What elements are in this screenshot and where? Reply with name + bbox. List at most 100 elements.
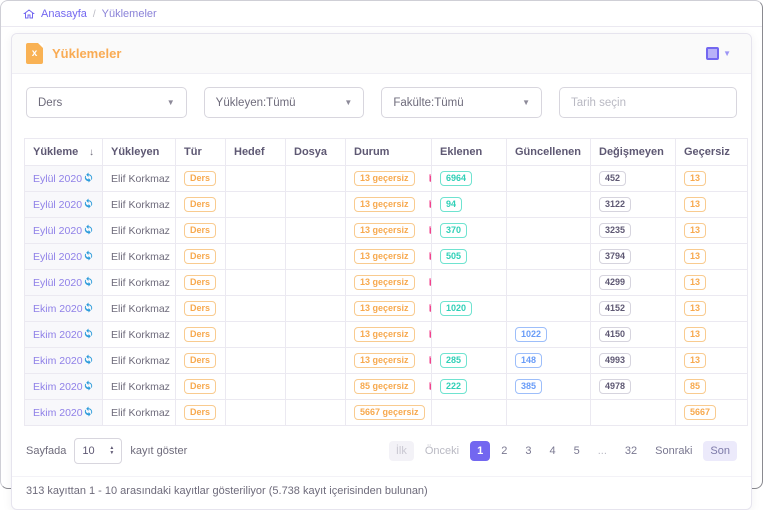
table-row: Eylül 2020 Elif Korkmaz Ders 13 geçersiz 94 3… <box>24 191 748 218</box>
col-header-dosya[interactable]: Dosya <box>285 138 346 166</box>
col-header-hedef[interactable]: Hedef <box>225 138 286 166</box>
pagination-next-button[interactable]: Sonraki <box>648 441 699 461</box>
type-badge: Ders <box>184 300 217 317</box>
cell-yukleme: Eylül 2020 <box>24 191 103 218</box>
refresh-icon[interactable] <box>83 327 94 342</box>
table-row: Ekim 2020 Elif Korkmaz Ders 85 geçersiz 222 3… <box>24 373 748 400</box>
unchanged-badge: 4993 <box>599 352 632 369</box>
refresh-icon[interactable] <box>83 405 94 420</box>
trash-icon[interactable] <box>427 276 431 288</box>
cell-degismeyen: 3122 <box>590 191 676 218</box>
upload-date-link[interactable]: Eylül 2020 <box>33 172 83 185</box>
trash-icon[interactable] <box>427 302 431 314</box>
cell-yukleyen: Elif Korkmaz <box>102 165 176 192</box>
col-header-yukleme[interactable]: Yükleme ↓ <box>24 138 103 166</box>
cell-yukleyen: Elif Korkmaz <box>102 295 176 322</box>
cell-gecersiz: 13 <box>675 295 748 322</box>
updated-badge: 1022 <box>515 326 548 343</box>
pagination-first-button[interactable]: İlk <box>388 441 414 461</box>
refresh-icon[interactable] <box>83 171 94 186</box>
cell-guncellenen <box>506 165 591 192</box>
status-badge: 13 geçersiz <box>354 352 415 369</box>
uploader-filter-value: Yükleyen:Tümü <box>215 96 296 109</box>
trash-icon[interactable] <box>427 172 431 184</box>
upload-date-link[interactable]: Ekim 2020 <box>33 354 83 367</box>
pagination-last-button[interactable]: Son <box>703 441 737 461</box>
type-badge: Ders <box>184 326 217 343</box>
pagination-page-3[interactable]: 3 <box>518 441 538 461</box>
pagination-page-5[interactable]: 5 <box>567 441 587 461</box>
trash-icon[interactable] <box>427 198 431 210</box>
cell-durum: 13 geçersiz <box>345 321 432 348</box>
cell-degismeyen: 3794 <box>590 243 676 270</box>
refresh-icon[interactable] <box>83 249 94 264</box>
table-row: Eylül 2020 Elif Korkmaz Ders 13 geçersiz 505… <box>24 243 748 270</box>
cell-eklenen <box>431 321 507 348</box>
refresh-icon[interactable] <box>83 379 94 394</box>
pagination-page-4[interactable]: 4 <box>542 441 562 461</box>
refresh-icon[interactable] <box>83 353 94 368</box>
refresh-icon[interactable] <box>83 301 94 316</box>
pagination-page-2[interactable]: 2 <box>494 441 514 461</box>
pagination-prev-button[interactable]: Önceki <box>418 441 466 461</box>
cell-gecersiz: 13 <box>675 191 748 218</box>
page-size-control: Sayfada 10 ▲ ▼ kayıt göster <box>26 438 187 464</box>
grid-icon <box>706 47 720 60</box>
breadcrumb-item-anasayfa[interactable]: Anasayfa <box>41 8 87 20</box>
col-header-eklenen[interactable]: Eklenen <box>431 138 507 166</box>
cell-dosya <box>285 399 346 426</box>
cell-degismeyen: 3235 <box>590 217 676 244</box>
date-picker-input[interactable] <box>559 87 738 118</box>
pagination-page-32[interactable]: 32 <box>618 441 644 461</box>
refresh-icon[interactable] <box>83 223 94 238</box>
cell-yukleme: Eylül 2020 <box>24 165 103 192</box>
pagination-page-1[interactable]: 1 <box>470 441 491 461</box>
upload-date-link[interactable]: Eylül 2020 <box>33 198 83 211</box>
cell-tur: Ders <box>175 191 226 218</box>
status-badge: 85 geçersiz <box>354 378 415 395</box>
added-badge: 370 <box>440 222 468 239</box>
faculty-filter-value: Fakülte:Tümü <box>393 96 464 109</box>
col-header-guncellenen[interactable]: Güncellenen <box>506 138 591 166</box>
col-header-yukleyen[interactable]: Yükleyen <box>102 138 176 166</box>
cell-eklenen <box>431 399 507 426</box>
col-header-tur[interactable]: Tür <box>175 138 226 166</box>
type-badge: Ders <box>184 196 217 213</box>
breadcrumb-item-yuklemeler[interactable]: Yüklemeler <box>101 8 157 20</box>
chevron-down-icon: ▼ <box>166 98 175 107</box>
col-header-gecersiz[interactable]: Geçersiz <box>675 138 748 166</box>
home-icon[interactable] <box>23 8 35 20</box>
cell-yukleme: Eylül 2020 <box>24 243 103 270</box>
added-badge: 94 <box>440 196 463 213</box>
table-options-button[interactable]: ▼ <box>700 43 737 64</box>
faculty-filter-select[interactable]: Fakülte:Tümü ▼ <box>381 87 543 118</box>
type-badge: Ders <box>184 170 217 187</box>
upload-date-link[interactable]: Ekim 2020 <box>33 302 83 315</box>
col-header-degismeyen[interactable]: Değişmeyen <box>590 138 676 166</box>
refresh-icon[interactable] <box>83 275 94 290</box>
upload-date-link[interactable]: Ekim 2020 <box>33 328 83 341</box>
col-header-durum[interactable]: Durum <box>345 138 432 166</box>
upload-date-link[interactable]: Eylül 2020 <box>33 250 83 263</box>
table-row: Ekim 2020 Elif Korkmaz Ders 5667 geçersiz 56… <box>24 399 748 426</box>
cell-hedef <box>225 347 286 374</box>
cell-durum: 5667 geçersiz <box>345 399 432 426</box>
page-title: Yüklemeler <box>52 46 122 61</box>
trash-icon[interactable] <box>427 380 431 392</box>
upload-date-link[interactable]: Eylül 2020 <box>33 276 83 289</box>
page-size-select[interactable]: 10 ▲ ▼ <box>74 438 123 464</box>
refresh-icon[interactable] <box>83 197 94 212</box>
trash-icon[interactable] <box>427 250 431 262</box>
pagination-ellipsis: ... <box>591 441 614 461</box>
excel-file-icon: x <box>26 43 43 64</box>
upload-date-link[interactable]: Ekim 2020 <box>33 380 83 393</box>
upload-date-link[interactable]: Ekim 2020 <box>33 406 83 419</box>
cell-degismeyen: 4993 <box>590 347 676 374</box>
uploader-filter-select[interactable]: Yükleyen:Tümü ▼ <box>203 87 365 118</box>
upload-date-link[interactable]: Eylül 2020 <box>33 224 83 237</box>
trash-icon[interactable] <box>427 328 431 340</box>
trash-icon[interactable] <box>427 224 431 236</box>
cell-tur: Ders <box>175 347 226 374</box>
trash-icon[interactable] <box>427 354 431 366</box>
type-filter-select[interactable]: Ders ▼ <box>26 87 187 118</box>
